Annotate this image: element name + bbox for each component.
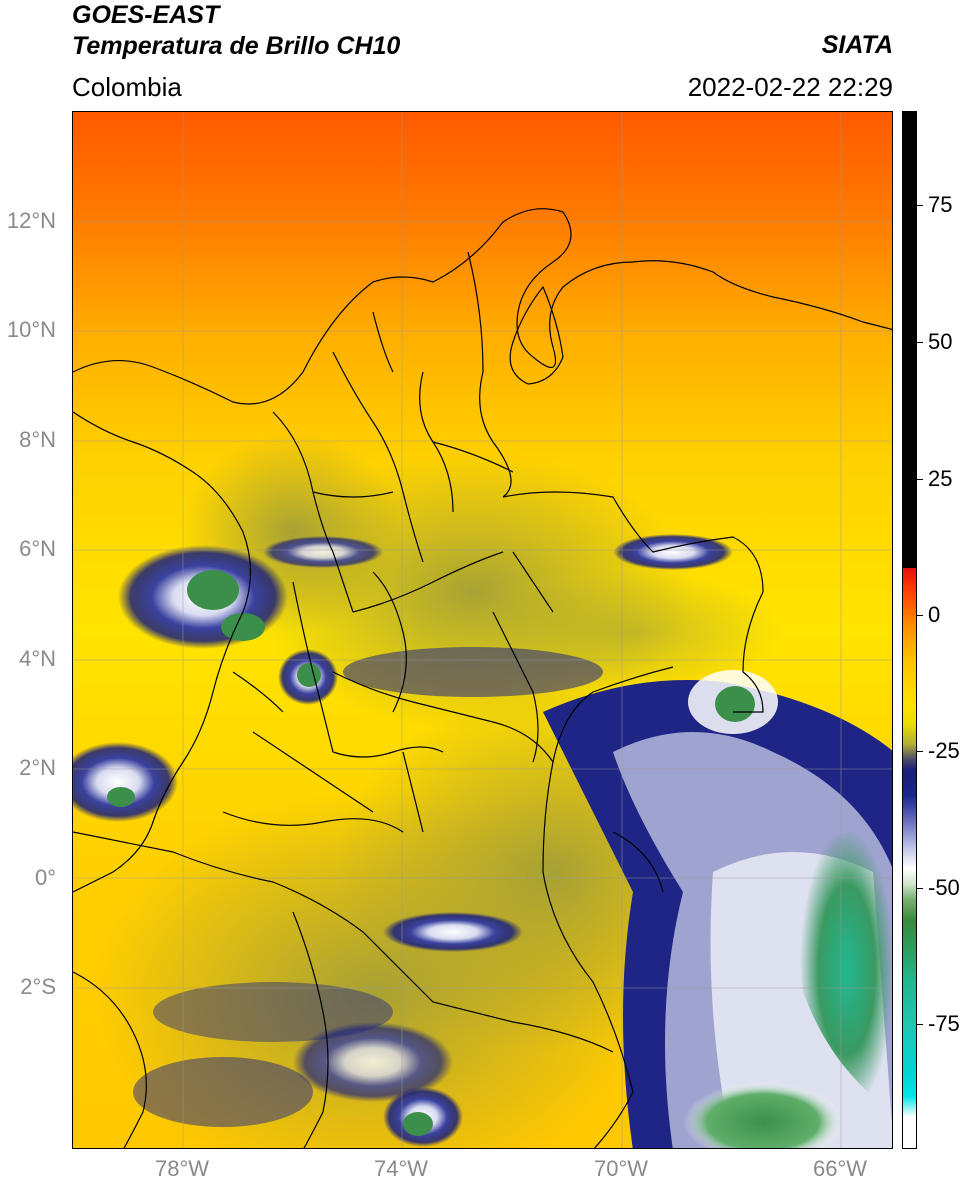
source-label: SIATA (821, 31, 893, 59)
lat-label-10n: 10°N (6, 317, 56, 342)
graticule (73, 112, 892, 1148)
title-product: Temperatura de Brillo CH10 (72, 32, 401, 60)
datetime-label: 2022-02-22 22:29 (687, 72, 893, 102)
colorbar-tick-0 (917, 615, 923, 616)
lat-label-2n: 2°N (19, 755, 56, 780)
temperature-colorbar (902, 111, 917, 1149)
title-block: GOES-EAST Temperatura de Brillo CH10 (72, 0, 400, 62)
colorbar-tick-minus50 (917, 888, 923, 889)
colorbar-tick-50 (917, 342, 923, 343)
lon-label-74w: 74°W (373, 1156, 429, 1181)
colorbar-label-minus25: -25 (928, 738, 960, 763)
brightness-temperature-map (73, 112, 892, 1148)
colorbar-label-25: 25 (928, 466, 953, 491)
colorbar-label-0: 0 (928, 602, 941, 627)
colorbar-tick-75 (917, 205, 923, 206)
region-label: Colombia (72, 72, 182, 102)
colorbar-label-minus75: -75 (928, 1011, 960, 1036)
colorbar-label-minus50: -50 (928, 875, 960, 900)
lat-label-6n: 6°N (19, 536, 56, 561)
colorbar-label-50: 50 (928, 329, 953, 354)
lat-label-12n: 12°N (6, 208, 56, 233)
coastlines-borders (73, 208, 892, 1148)
lat-label-0: 0° (34, 865, 56, 890)
title-satellite: GOES-EAST (72, 1, 220, 29)
map-panel (72, 111, 893, 1149)
lon-label-66w: 66°W (812, 1156, 868, 1181)
colorbar-tick-25 (917, 479, 923, 480)
colorbar-label-75: 75 (928, 192, 953, 217)
lon-label-70w: 70°W (593, 1156, 649, 1181)
lat-label-4n: 4°N (19, 646, 56, 671)
lon-label-78w: 78°W (154, 1156, 210, 1181)
lat-label-8n: 8°N (19, 427, 56, 452)
colorbar-tick-minus75 (917, 1024, 923, 1025)
colorbar-tick-minus25 (917, 751, 923, 752)
lat-label-2s: 2°S (20, 974, 56, 999)
